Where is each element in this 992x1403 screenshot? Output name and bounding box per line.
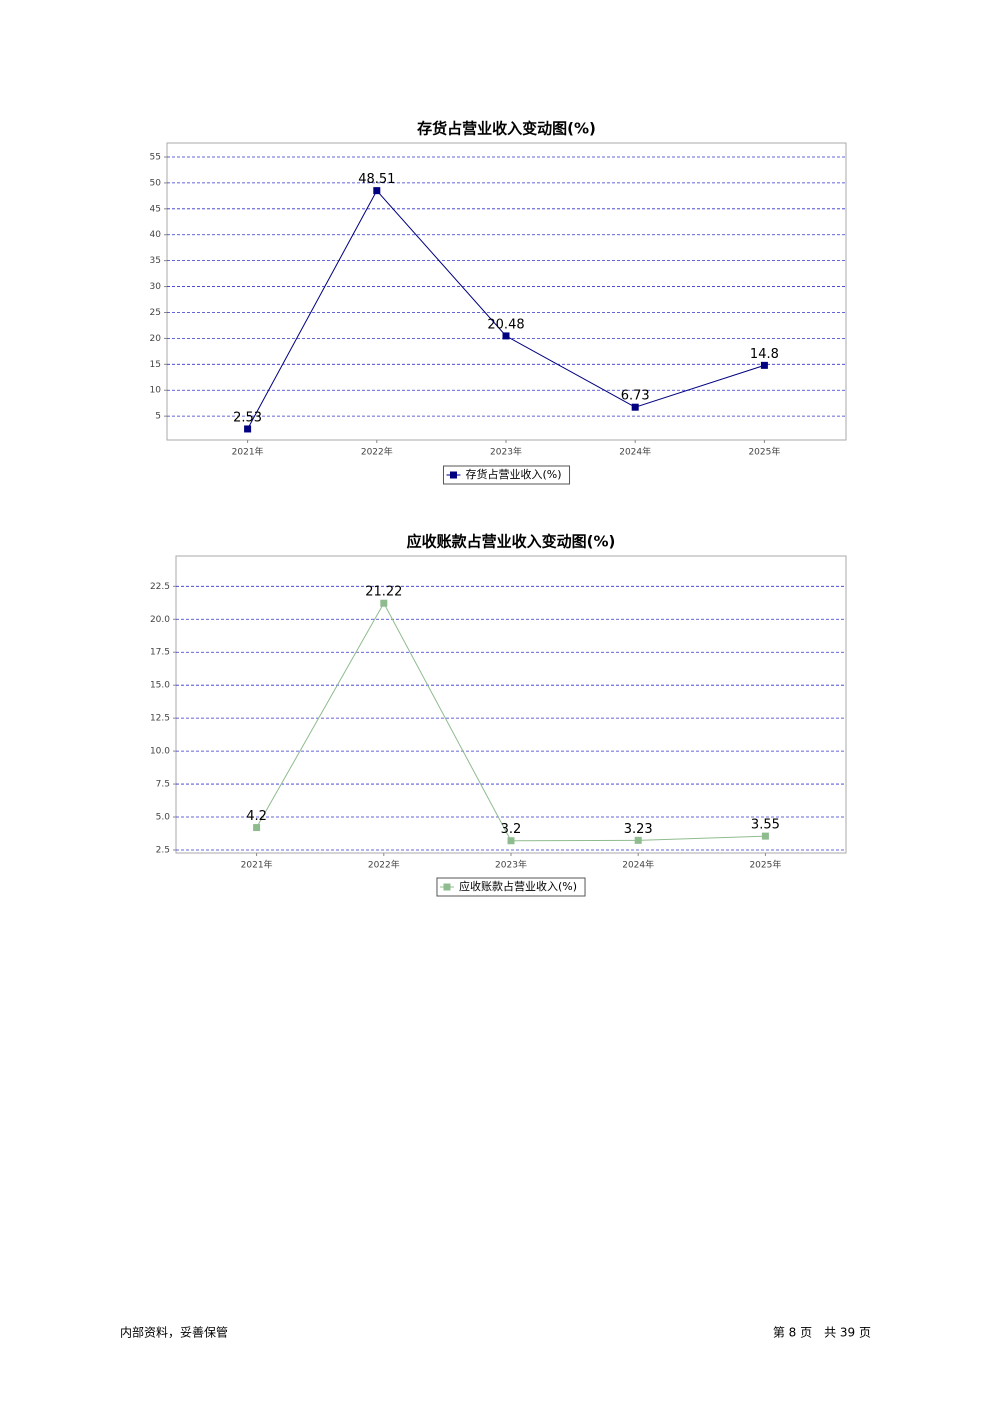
point-marker [253, 824, 261, 832]
point-marker [244, 425, 252, 433]
x-tick-label: 2023年 [490, 446, 522, 458]
x-tick-label: 2024年 [619, 446, 651, 458]
legend-box [442, 465, 571, 485]
y-tick-label: 15 [150, 360, 161, 370]
point-marker [502, 332, 510, 340]
y-tick-label: 20 [150, 334, 162, 344]
data-label: 3.2 [501, 822, 522, 837]
chart-title: 存货占营业收入变动图(%) [417, 120, 596, 138]
chart-title: 应收账款占营业收入变动图(%) [407, 533, 616, 551]
legend-marker [449, 471, 457, 479]
y-tick-label: 17.5 [150, 648, 170, 658]
point-marker [761, 832, 769, 840]
data-label: 48.51 [358, 172, 395, 187]
legend-marker [443, 883, 451, 891]
legend-label: 应收账款占营业收入(%) [459, 879, 577, 893]
data-label: 6.73 [621, 389, 650, 404]
point-marker [631, 403, 639, 411]
footer-right: 第 8 页 共 39 页 [773, 1326, 871, 1340]
y-tick-label: 10 [150, 386, 162, 396]
x-tick-label: 2025年 [749, 859, 781, 871]
y-tick-label: 50 [150, 178, 162, 188]
y-tick-label: 45 [150, 204, 161, 214]
plot-frame [166, 142, 847, 441]
y-tick-label: 5.0 [156, 813, 171, 823]
x-tick-label: 2021年 [241, 859, 273, 871]
point-marker [507, 837, 515, 845]
y-tick-label: 55 [150, 152, 161, 162]
y-tick-label: 10.0 [150, 747, 170, 757]
data-label: 20.48 [487, 317, 524, 332]
point-marker [760, 361, 768, 369]
footer-left: 内部资料，妥善保管 [120, 1325, 228, 1340]
x-tick-label: 2025年 [748, 446, 780, 458]
y-tick-label: 35 [150, 256, 161, 266]
legend-box [436, 877, 586, 897]
point-marker [373, 187, 381, 195]
legend: 存货占营业收入(%) [442, 465, 571, 485]
y-tick-label: 15.0 [150, 681, 170, 691]
y-tick-label: 12.5 [150, 714, 170, 724]
x-tick-label: 2021年 [232, 446, 264, 458]
point-marker [380, 599, 388, 607]
y-tick-label: 22.5 [150, 582, 170, 592]
data-label: 3.55 [751, 818, 780, 833]
y-tick-label: 30 [150, 282, 162, 292]
y-tick-label: 5 [155, 412, 161, 422]
x-tick-label: 2023年 [495, 859, 527, 871]
point-marker [634, 836, 642, 844]
legend-label: 存货占营业收入(%) [465, 467, 561, 481]
y-tick-label: 7.5 [156, 780, 170, 790]
plot-frame [175, 555, 847, 854]
x-tick-label: 2024年 [622, 859, 654, 871]
y-tick-label: 25 [150, 308, 161, 318]
x-tick-label: 2022年 [361, 446, 393, 458]
y-tick-label: 20.0 [150, 615, 170, 625]
data-label: 4.2 [246, 809, 267, 824]
legend: 应收账款占营业收入(%) [436, 877, 586, 897]
y-tick-label: 2.5 [156, 845, 170, 855]
data-label: 21.22 [365, 585, 402, 600]
data-label: 14.8 [750, 347, 779, 362]
y-tick-label: 40 [150, 230, 162, 240]
x-tick-label: 2022年 [368, 859, 400, 871]
data-label: 3.23 [624, 822, 653, 837]
data-label: 2.53 [233, 410, 262, 425]
